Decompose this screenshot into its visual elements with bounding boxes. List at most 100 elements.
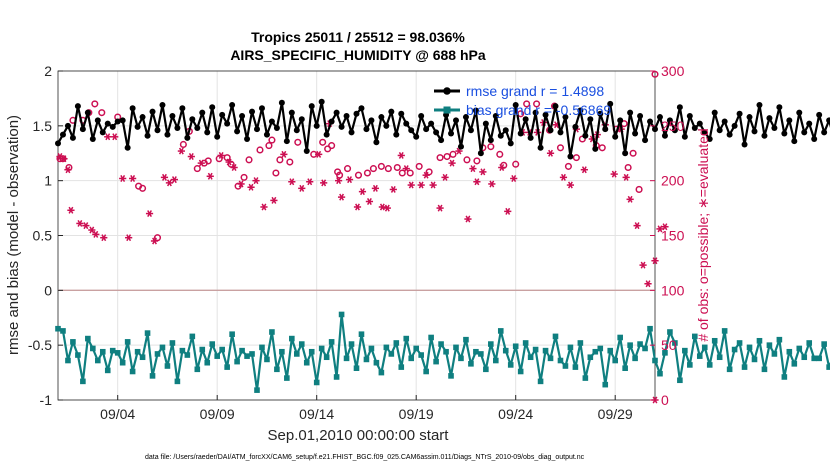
bias-point [403, 335, 410, 342]
possible-obs-point [153, 234, 162, 242]
possible-obs-point [272, 169, 280, 177]
evaluated-obs-dot [94, 233, 98, 236]
rmse-point [239, 112, 246, 119]
bias-point [478, 351, 484, 357]
x-axis-label: Sep.01,2010 00:00:00 start [268, 427, 450, 444]
rmse-point [647, 118, 654, 125]
possible-obs-point [406, 169, 414, 177]
bias-point [453, 344, 459, 351]
possible-obs-point [363, 169, 371, 177]
bias-point [219, 346, 225, 353]
bias-point [761, 366, 768, 373]
evaluated-obs-dot [153, 239, 156, 243]
evaluated-obs-point [479, 168, 487, 176]
rmse-point [249, 108, 256, 115]
possible-obs-point [354, 171, 363, 179]
rmse-point [821, 129, 828, 136]
bias-point [224, 364, 230, 370]
evaluated-obs-point [473, 178, 481, 186]
x-tick-label: 09/14 [299, 406, 334, 422]
evaluated-obs-dot [254, 179, 258, 182]
bias-point [771, 351, 778, 357]
left-y-tick-label: 0.5 [33, 228, 53, 244]
rmse-point [368, 117, 375, 124]
bias-point [284, 375, 290, 381]
bias-point [632, 355, 638, 362]
evaluated-obs-dot [102, 236, 105, 239]
bias-point [637, 341, 643, 347]
possible-obs-point [65, 163, 73, 172]
evaluated-obs-dot [658, 227, 662, 231]
bias-point [662, 350, 668, 356]
right-y-tick-label: 0 [661, 392, 669, 408]
bias-point [736, 340, 743, 346]
bias-point [796, 345, 803, 352]
bias-point [134, 348, 141, 355]
possible-obs-point [234, 182, 242, 190]
evaluated-obs-dot [163, 176, 166, 179]
rmse-point [303, 148, 310, 155]
evaluated-obs-point [206, 172, 214, 180]
rmse-point [761, 132, 768, 139]
evaluated-obs-dot [317, 153, 320, 156]
possible-obs-point [578, 135, 586, 143]
rmse-point [159, 101, 166, 108]
bias-point [497, 328, 504, 334]
left-y-tick-label: 2 [44, 63, 52, 79]
evaluated-obs-point [280, 150, 288, 158]
evaluated-obs-point [111, 133, 119, 141]
bias-point [667, 329, 673, 335]
rmse-point [691, 125, 698, 132]
rmse-point [716, 127, 723, 134]
rmse-point [671, 127, 678, 134]
rmse-point [676, 104, 683, 111]
rmse-point [318, 98, 325, 105]
evaluated-obs-point [407, 181, 415, 189]
bias-point [587, 354, 594, 361]
evaluated-obs-dot [180, 149, 183, 153]
possible-obs-point [500, 161, 508, 169]
evaluated-obs-point [247, 183, 255, 191]
evaluated-obs-point [633, 222, 641, 230]
evaluated-obs-dot [628, 198, 632, 201]
evaluated-obs-point [402, 165, 410, 173]
bias-point [85, 335, 91, 342]
rmse-point [681, 133, 688, 140]
rmse-point [59, 131, 66, 138]
evaluated-obs-point [656, 225, 664, 233]
left-y-axis-label: rmse and bias (model - observation) [5, 115, 22, 355]
bias-point [711, 337, 718, 344]
rmse-point [612, 133, 619, 140]
rmse-point [363, 126, 370, 133]
possible-obs-point [449, 150, 457, 158]
rmse-point [577, 107, 584, 114]
rmse-point [796, 109, 803, 116]
bias-point [522, 340, 529, 346]
evaluated-obs-dot [374, 187, 377, 190]
evaluated-obs-dot [356, 205, 359, 209]
possible-obs-point [343, 165, 352, 173]
bias-point [254, 387, 260, 393]
right-y-tick-label: 150 [661, 228, 685, 244]
rmse-point [582, 132, 589, 139]
bias-point [368, 345, 375, 352]
bias-point [398, 364, 405, 370]
rmse-point [467, 127, 474, 134]
bias-point [692, 333, 698, 340]
bias-point [383, 344, 390, 351]
rmse-point [776, 104, 783, 111]
bias-point [682, 347, 688, 354]
bias-point [169, 340, 176, 346]
legend-rmse-marker [443, 87, 451, 95]
bias-point [363, 356, 370, 363]
rmse-point [298, 116, 305, 123]
bias-point [652, 357, 658, 364]
bias-point [751, 356, 758, 363]
possible-obs-point [369, 165, 377, 173]
evaluated-obs-dot [555, 123, 558, 126]
rmse-point [184, 134, 191, 141]
bias-point [567, 344, 574, 351]
evaluated-obs-point [626, 195, 634, 203]
left-y-tick-label: 1 [44, 173, 52, 189]
rmse-point [487, 137, 494, 144]
